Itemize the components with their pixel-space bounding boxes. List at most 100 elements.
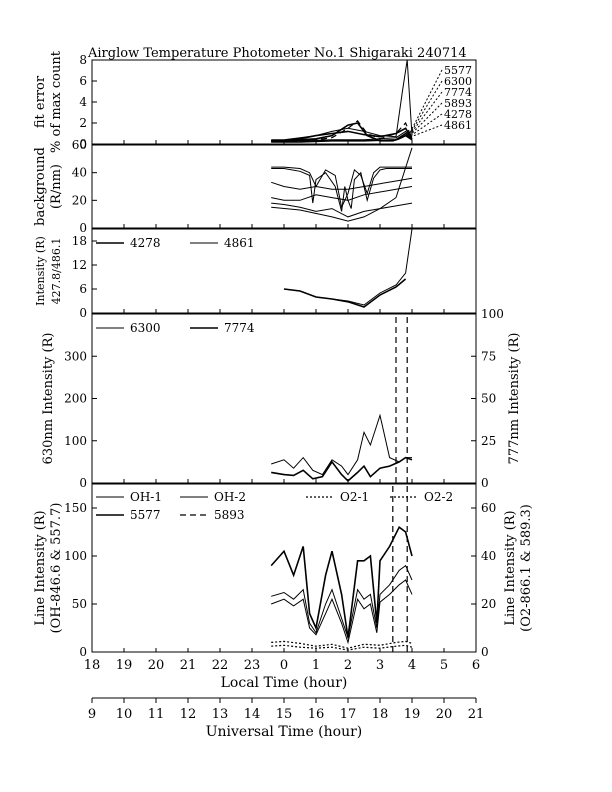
x-tick-label-ut: 17 <box>340 707 357 722</box>
y-tick-label: 20 <box>72 193 87 207</box>
y-tick-label: 150 <box>64 501 87 515</box>
y-tick-label-right: 50 <box>481 392 496 406</box>
legend-label: 4861 <box>224 236 255 250</box>
y-tick-label: 0 <box>79 306 87 320</box>
legend-leader <box>409 80 443 134</box>
legend-item-6300: 6300 <box>96 321 161 335</box>
series-bg-2 <box>271 186 413 201</box>
y-tick-label-right: 40 <box>481 549 496 563</box>
x-tick-label-ut: 10 <box>116 707 133 722</box>
x-axis-label-local: Local Time (hour) <box>221 675 348 691</box>
legend-leader <box>410 91 443 135</box>
y-axis-label-right: 777nm Intensity (R) <box>507 333 522 465</box>
legend-label: 4278 <box>130 236 161 250</box>
series-5577 <box>270 525 413 638</box>
x-tick-label-ut: 14 <box>244 707 261 722</box>
series-bg-5 <box>271 166 412 209</box>
y-tick-label: 300 <box>64 349 87 363</box>
x-axis-label-ut: Universal Time (hour) <box>206 724 363 740</box>
y-tick-label: 18 <box>72 234 87 248</box>
x-tick-label-ut: 16 <box>308 707 325 722</box>
y-tick-label: 100 <box>64 549 87 563</box>
x-tick-label-local: 3 <box>376 658 384 673</box>
legend-red: 6300 7774 <box>96 321 255 335</box>
x-tick-label-local: 23 <box>244 658 261 673</box>
y-tick-label: 0 <box>79 645 87 659</box>
series-bg-1 <box>271 177 413 190</box>
series-4861 <box>283 228 413 306</box>
legend-label: 4861 <box>444 119 472 132</box>
series-7774 <box>271 456 413 482</box>
y-axis-label-right: Line Intensity (R) <box>503 510 518 625</box>
x-tick-label-ut: 11 <box>148 707 165 722</box>
legend-item-O2-1: O2-1 <box>306 490 369 504</box>
y-axis-label: Intensity (R) <box>34 236 47 306</box>
legend-label: O2-2 <box>424 490 453 504</box>
y-tick-label: 100 <box>64 434 87 448</box>
legend-label: 5577 <box>444 64 472 77</box>
series-7774 <box>271 127 413 142</box>
legend-label: OH-1 <box>130 490 162 504</box>
legend-label: 6300 <box>130 321 161 335</box>
chart-title: Airglow Temperature Photometer No.1 Shig… <box>87 46 467 61</box>
legend-leader <box>409 69 443 133</box>
y-axis-label: Line Intensity (R) <box>33 510 48 625</box>
legend-item-7774: 7774 <box>190 321 255 335</box>
panel-frame <box>91 313 477 484</box>
y-tick-label: 0 <box>79 221 87 235</box>
panel-fit-error: 0 2 4 6 8 fit error% of max count <box>33 50 477 153</box>
series-O2-1 <box>271 640 413 649</box>
legend-label: 4278 <box>444 108 472 121</box>
y-tick-label: 8 <box>79 53 87 67</box>
series-bg-4 <box>271 147 413 222</box>
y-tick-label: 0 <box>79 137 87 151</box>
x-tick-label-local: 22 <box>212 658 229 673</box>
y-tick-label-right: 0 <box>481 476 489 490</box>
series-OH-2 <box>271 579 413 645</box>
y-tick-label-right: 75 <box>481 349 496 363</box>
legend-leader <box>410 102 443 136</box>
panel-frame <box>91 59 477 145</box>
panel-red-lines: 0 100 200 300 0 25 50 75 100 630nm Intensity (R) 7… <box>41 307 522 490</box>
legend-item-O2-2: O2-2 <box>390 490 453 504</box>
legend-leader <box>410 124 443 138</box>
x-tick-label-local: 4 <box>408 658 416 673</box>
legend-item-5893: 5893 <box>180 508 245 522</box>
legend-blue: 4278 4861 <box>96 236 255 250</box>
y-tick-label-right: 0 <box>481 645 489 659</box>
legend-label: O2-1 <box>340 490 369 504</box>
series-bg-6 <box>271 168 412 212</box>
panel-background: 0 20 40 60 background (R/nm) <box>33 138 477 235</box>
x-tick-label-local: 5 <box>440 658 448 673</box>
y-tick-label: 2 <box>79 116 87 130</box>
y-axis-label: fit error <box>33 75 48 128</box>
legend-label: 5893 <box>444 97 472 110</box>
legend-label: OH-2 <box>214 490 246 504</box>
x-tick-label-local: 20 <box>148 658 165 673</box>
y-tick-label: 200 <box>64 392 87 406</box>
panel-blue-lines: 0 6 12 18 Intensity (R) 427.8/486.1 <box>34 228 477 320</box>
x-tick-label-ut: 9 <box>88 707 96 722</box>
series-O2-2 <box>271 644 413 651</box>
series-5577 <box>271 122 413 142</box>
series-5893 <box>271 120 413 143</box>
x-tick-label-ut: 21 <box>468 707 485 722</box>
x-tick-label-ut: 20 <box>436 707 453 722</box>
legend-label: 6300 <box>444 75 472 88</box>
y-axis-label: 427.8/486.1 <box>50 238 63 305</box>
series-bg-3 <box>271 202 413 218</box>
legend-leader <box>410 113 443 137</box>
series-4278 <box>283 278 407 308</box>
series-4861 <box>271 130 413 142</box>
y-tick-label: 60 <box>72 138 87 152</box>
y-tick-label: 12 <box>72 258 87 272</box>
series-4278 <box>271 132 413 143</box>
y-tick-label: 40 <box>72 166 87 180</box>
y-tick-label: 6 <box>79 74 87 88</box>
series-OH-1 <box>271 564 413 640</box>
legend-label: 7774 <box>224 321 255 335</box>
x-tick-label-local: 19 <box>116 658 133 673</box>
series-6300 <box>271 413 412 476</box>
